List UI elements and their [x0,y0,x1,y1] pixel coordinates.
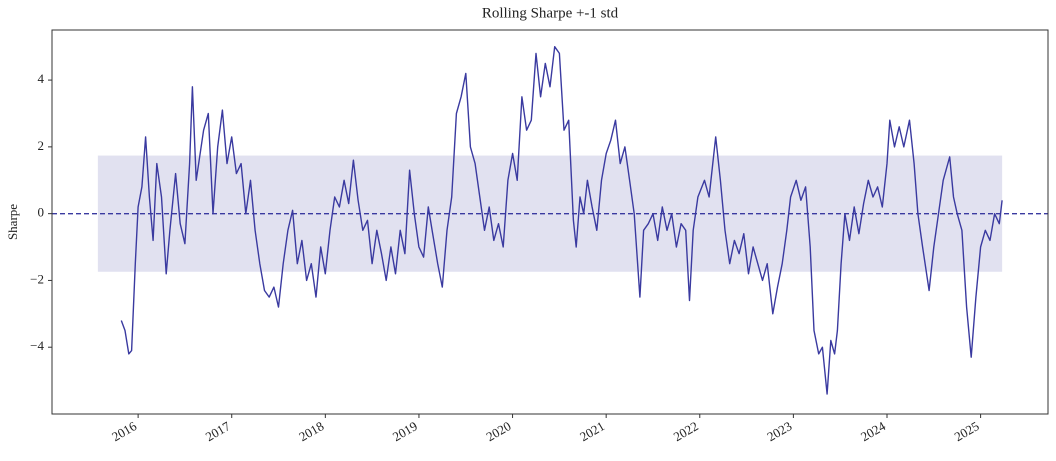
x-tick-label: 2016 [109,418,139,444]
x-tick-label: 2018 [296,418,326,444]
sharpe-line [120,46,1003,395]
x-tick-label: 2019 [390,418,420,444]
plot-frame [51,29,1049,415]
y-axis-label: Sharpe [5,204,20,240]
y-tick-label: 2 [38,138,45,153]
y-tick-label: 0 [38,205,45,220]
y-tick-label: 4 [38,71,45,86]
x-tick-label: 2021 [577,418,607,444]
x-tick-label: 2022 [671,418,701,444]
x-tick-label: 2024 [858,418,888,444]
x-tick-label: 2017 [203,418,233,444]
x-tick-label: 2023 [764,418,794,444]
x-tick-label: 2025 [952,418,982,444]
y-tick-label: −4 [30,338,44,353]
y-tick-label: −2 [30,271,44,286]
x-tick-label: 2020 [484,418,514,444]
chart-title: Rolling Sharpe +-1 std [482,5,619,21]
